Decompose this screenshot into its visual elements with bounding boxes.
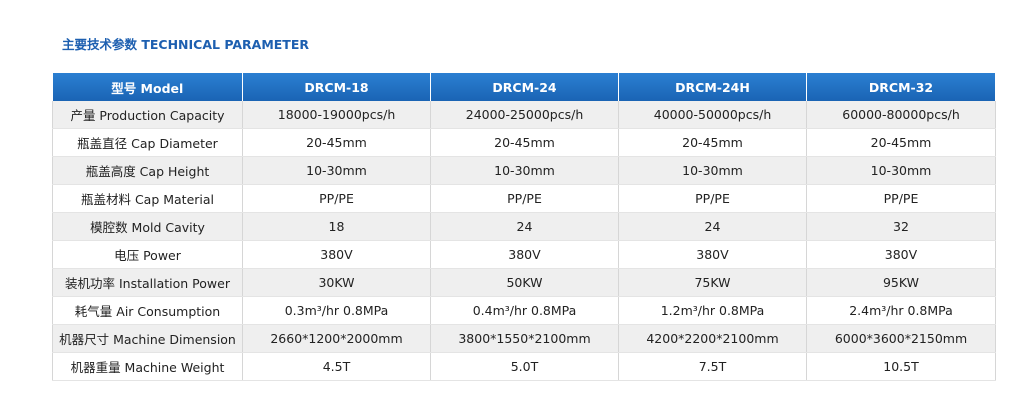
cell: 4200*2200*2100mm (618, 324, 807, 353)
row-label: 机器重量 Machine Weight (52, 352, 243, 381)
cell: 20-45mm (806, 128, 996, 157)
table-row: 产量 Production Capacity 18000-19000pcs/h 24… (52, 101, 996, 129)
cell: 380V (618, 240, 807, 269)
table-row: 瓶盖高度 Cap Height 10-30mm 10-30mm 10-30mm 10-3… (52, 156, 996, 185)
cell: 24 (618, 212, 807, 241)
cell: 20-45mm (618, 128, 807, 157)
cell: PP/PE (806, 184, 996, 213)
table-body: 产量 Production Capacity 18000-19000pcs/h 24… (52, 101, 996, 381)
cell: PP/PE (618, 184, 807, 213)
cell: 10-30mm (242, 156, 431, 185)
cell: 7.5T (618, 352, 807, 381)
table-row: 机器尺寸 Machine Dimension 2660*1200*2000mm 38… (52, 324, 996, 353)
row-label: 装机功率 Installation Power (52, 268, 243, 297)
table-row: 装机功率 Installation Power 30KW 50KW 75KW 95KW (52, 268, 996, 297)
cell: 30KW (242, 268, 431, 297)
column-header: DRCM-32 (806, 73, 996, 101)
cell: 10.5T (806, 352, 996, 381)
cell: 380V (806, 240, 996, 269)
row-label: 瓶盖直径 Cap Diameter (52, 128, 243, 157)
row-label: 模腔数 Mold Cavity (52, 212, 243, 241)
cell: 1.2m³/hr 0.8MPa (618, 296, 807, 325)
cell: 40000-50000pcs/h (618, 101, 807, 129)
cell: 10-30mm (430, 156, 619, 185)
cell: 0.4m³/hr 0.8MPa (430, 296, 619, 325)
cell: PP/PE (242, 184, 431, 213)
row-label: 瓶盖高度 Cap Height (52, 156, 243, 185)
table-row: 瓶盖直径 Cap Diameter 20-45mm 20-45mm 20-45mm 20… (52, 128, 996, 157)
cell: 380V (430, 240, 619, 269)
row-label: 产量 Production Capacity (52, 101, 243, 129)
cell: 6000*3600*2150mm (806, 324, 996, 353)
table-row: 模腔数 Mold Cavity 18 24 24 32 (52, 212, 996, 241)
row-label: 机器尺寸 Machine Dimension (52, 324, 243, 353)
cell: 20-45mm (430, 128, 619, 157)
cell: 5.0T (430, 352, 619, 381)
cell: 24 (430, 212, 619, 241)
cell: 32 (806, 212, 996, 241)
cell: 50KW (430, 268, 619, 297)
cell: 2.4m³/hr 0.8MPa (806, 296, 996, 325)
cell: 95KW (806, 268, 996, 297)
cell: 60000-80000pcs/h (806, 101, 996, 129)
title: 主要技术参数 TECHNICAL PARAMETER (62, 37, 309, 52)
cell: PP/PE (430, 184, 619, 213)
row-label: 电压 Power (52, 240, 243, 269)
cell: 2660*1200*2000mm (242, 324, 431, 353)
row-label: 瓶盖材料 Cap Material (52, 184, 243, 213)
parameter-table: 型号 Model DRCM-18 DRCM-24 DRCM-24H DRCM-32 产量… (52, 73, 996, 381)
column-header: DRCM-18 (242, 73, 431, 101)
cell: 3800*1550*2100mm (430, 324, 619, 353)
cell: 75KW (618, 268, 807, 297)
header-row: 型号 Model DRCM-18 DRCM-24 DRCM-24H DRCM-32 (52, 73, 996, 101)
cell: 18 (242, 212, 431, 241)
cell: 18000-19000pcs/h (242, 101, 431, 129)
table-row: 电压 Power 380V 380V 380V 380V (52, 240, 996, 269)
cell: 24000-25000pcs/h (430, 101, 619, 129)
cell: 20-45mm (242, 128, 431, 157)
cell: 4.5T (242, 352, 431, 381)
table-row: 耗气量 Air Consumption 0.3m³/hr 0.8MPa 0.4m³/… (52, 296, 996, 325)
column-header: DRCM-24 (430, 73, 619, 101)
column-header: DRCM-24H (618, 73, 807, 101)
row-label: 耗气量 Air Consumption (52, 296, 243, 325)
cell: 380V (242, 240, 431, 269)
cell: 10-30mm (618, 156, 807, 185)
column-header: 型号 Model (52, 73, 243, 101)
cell: 0.3m³/hr 0.8MPa (242, 296, 431, 325)
table-row: 瓶盖材料 Cap Material PP/PE PP/PE PP/PE PP/PE (52, 184, 996, 213)
cell: 10-30mm (806, 156, 996, 185)
table-row: 机器重量 Machine Weight 4.5T 5.0T 7.5T 10.5T (52, 352, 996, 381)
